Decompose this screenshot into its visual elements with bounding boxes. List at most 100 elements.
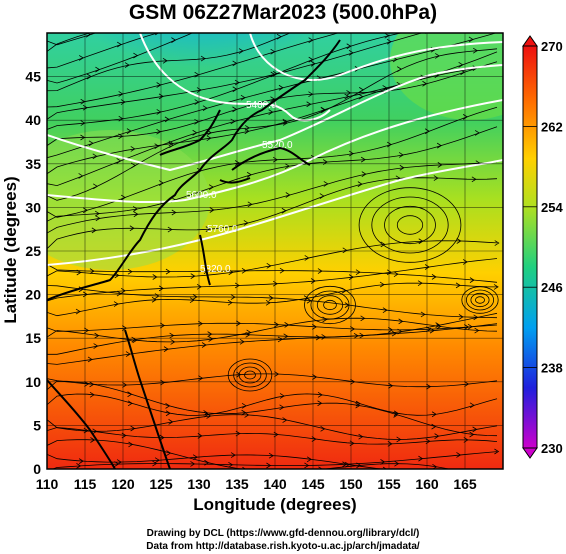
streamline-arrow: [230, 294, 236, 300]
streamline-arrow: [232, 60, 238, 67]
streamline-arrow: [494, 448, 500, 455]
streamline: [47, 258, 498, 302]
streamline-arrow: [116, 158, 122, 164]
streamline-arrow: [164, 116, 170, 123]
streamline-arrow: [113, 301, 119, 307]
y-tick-label: 10: [25, 374, 41, 390]
streamline-arrow: [358, 87, 364, 93]
vortex-ring: [358, 187, 462, 263]
y-tick-label: 35: [25, 156, 41, 172]
colorbar-label: 270: [541, 39, 563, 54]
streamline-arrow: [472, 426, 478, 433]
streamline-arrow: [130, 146, 136, 152]
streamline-arrow: [87, 356, 93, 363]
x-tick-label: 150: [339, 476, 363, 492]
x-tick-label: 145: [301, 476, 325, 492]
x-tick-label: 115: [74, 476, 97, 492]
colorbar-label: 246: [541, 280, 563, 295]
streamline-arrow: [386, 38, 392, 45]
streamline-arrow: [92, 153, 98, 160]
streamline-arrow: [382, 85, 388, 91]
streamline-arrow: [206, 135, 212, 142]
streamline-arrow: [127, 400, 133, 407]
streamline-arrow: [279, 393, 285, 399]
streamline-arrow: [458, 61, 464, 68]
x-tick-label: 130: [187, 476, 211, 492]
streamline: [47, 453, 386, 469]
streamline-arrow: [151, 296, 157, 303]
vortex-ring: [470, 292, 490, 308]
streamline-arrow: [471, 176, 477, 183]
vortex-ring: [304, 285, 356, 325]
streamline-arrow: [158, 285, 164, 292]
y-tick-label: 45: [25, 69, 41, 85]
streamline-arrow: [133, 211, 139, 218]
streamline-arrow: [122, 382, 128, 388]
streamline-arrow: [357, 181, 363, 187]
streamline-arrow: [423, 26, 427, 31]
streamline-arrow: [94, 332, 100, 339]
streamline-arrow: [239, 338, 245, 345]
streamline-arrow: [130, 425, 136, 432]
y-tick-label: 30: [25, 199, 41, 215]
streamline-arrow: [393, 410, 399, 417]
streamline-arrow: [118, 91, 124, 97]
streamline-arrow: [270, 96, 276, 103]
streamline-arrow: [120, 287, 126, 294]
streamline-arrow: [125, 351, 131, 357]
streamline-arrow: [361, 171, 367, 177]
streamline-arrow: [196, 283, 202, 290]
streamline-arrow: [360, 315, 366, 322]
streamline-arrow: [317, 392, 323, 398]
streamline-arrow: [247, 201, 253, 208]
streamline-arrow: [167, 226, 173, 233]
streamline-arrow: [80, 98, 86, 105]
streamline-arrow: [89, 381, 95, 388]
colorbar-label: 254: [541, 200, 563, 215]
streamline: [47, 322, 498, 332]
streamline-arrow: [243, 220, 249, 226]
streamline-arrow: [308, 91, 314, 98]
vortex-ring: [461, 286, 499, 314]
streamline-arrow: [160, 379, 166, 386]
streamline-arrow: [462, 114, 468, 120]
wind-streamlines: [47, 26, 500, 469]
streamline-arrow: [469, 431, 475, 438]
streamline-arrow: [431, 423, 437, 430]
streamline-arrow: [84, 327, 90, 334]
streamline-arrow: [455, 282, 461, 289]
streamline-arrow: [434, 433, 440, 439]
streamline-arrow: [473, 314, 479, 321]
streamline-arrow: [398, 152, 404, 158]
streamline-arrow: [230, 118, 236, 125]
colorbar-scale: [522, 45, 538, 449]
streamline-arrow: [344, 461, 350, 468]
streamline-arrow: [154, 143, 160, 149]
streamline-arrow: [467, 323, 473, 330]
y-tick-labels: 0 5 10 15 20 25 30 35 40 45: [25, 69, 41, 477]
streamline-arrow: [380, 459, 386, 465]
streamline-arrow: [162, 57, 168, 64]
streamline-arrow: [388, 382, 394, 389]
y-tick-label: 5: [33, 417, 41, 433]
streamline-arrow: [350, 326, 356, 332]
streamline-arrow: [399, 164, 405, 171]
streamline-arrow: [124, 62, 130, 68]
y-tick-label: 0: [33, 461, 41, 477]
x-tick-label: 135: [225, 476, 249, 492]
streamline-arrow: [469, 277, 475, 283]
streamline-arrow: [312, 324, 318, 330]
streamline-arrow: [241, 402, 247, 409]
streamline-arrow: [393, 412, 399, 418]
streamline: [47, 106, 498, 218]
streamline-arrow: [241, 267, 247, 274]
vortex-ring: [238, 366, 262, 384]
streamline: [47, 439, 452, 469]
streamline-arrow: [310, 278, 316, 284]
streamline-arrow: [171, 37, 177, 43]
streamline-arrow: [169, 332, 175, 339]
streamline-arrow: [462, 259, 468, 265]
streamline-arrow: [342, 461, 348, 468]
credits: Drawing by DCL (https://www.gfd-dennou.o…: [0, 527, 566, 553]
vortex-ring: [475, 296, 485, 304]
